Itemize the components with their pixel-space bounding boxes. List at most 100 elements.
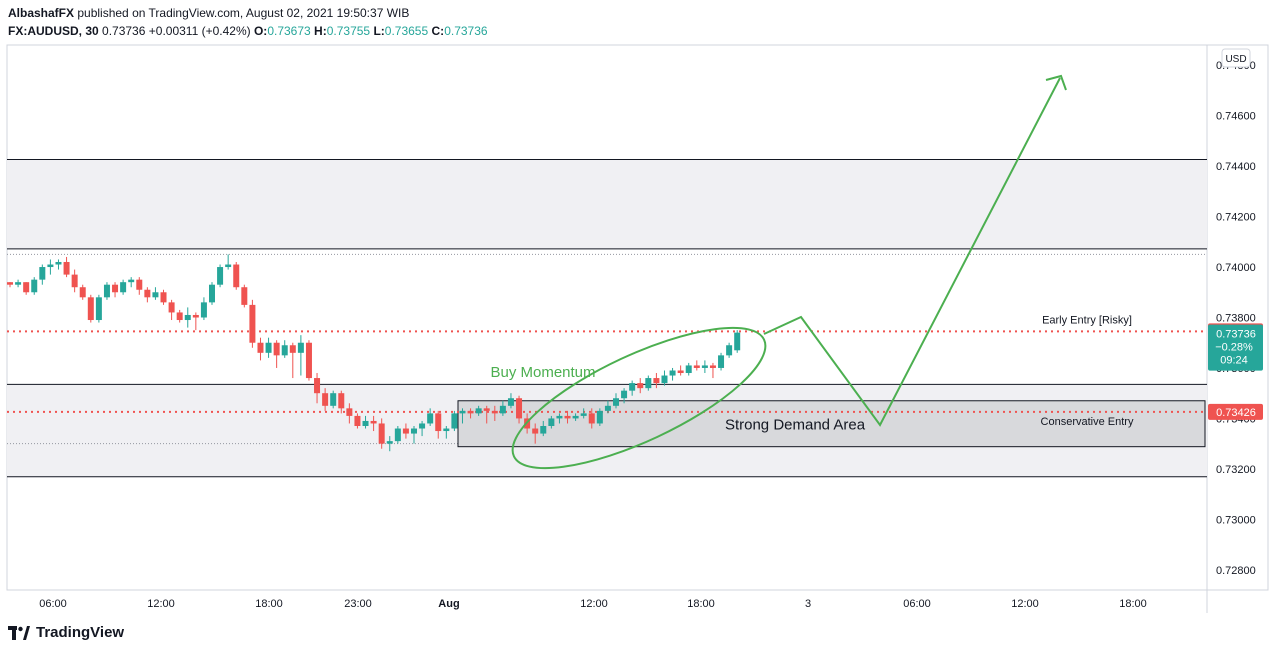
candle-body <box>580 413 587 416</box>
candle-body <box>499 405 506 414</box>
candle-body <box>128 279 135 283</box>
candle-body <box>15 282 22 285</box>
candle-body <box>621 390 628 399</box>
open-value: 0.73673 <box>267 24 311 38</box>
price-level-value: 0.73426 <box>1216 407 1256 419</box>
price-tick-label: 0.72800 <box>1216 565 1256 577</box>
candle-body <box>475 408 482 414</box>
last-price: 0.73736 <box>102 24 146 38</box>
time-tick-label: 12:00 <box>147 598 175 610</box>
candle-body <box>402 428 409 434</box>
brand-name: TradingView <box>36 624 125 641</box>
candle-body <box>257 342 264 353</box>
candle-body <box>136 279 143 290</box>
entry-level-label: Conservative Entry <box>1041 416 1134 428</box>
candle-body <box>305 342 312 379</box>
time-tick-label: 23:00 <box>344 598 372 610</box>
publish-info: published on TradingView.com, August 02,… <box>77 6 410 20</box>
candle-body <box>604 405 611 411</box>
high-value: 0.73755 <box>326 24 371 38</box>
time-tick-label: 3 <box>805 598 811 610</box>
candle-body <box>709 365 716 368</box>
candle-body <box>273 342 280 356</box>
time-tick-label: 06:00 <box>39 598 67 610</box>
candle-body <box>209 284 215 303</box>
candle-body <box>338 393 345 409</box>
strong-demand-area <box>457 400 1206 448</box>
candle-body <box>241 287 248 305</box>
candle-body <box>217 267 224 285</box>
candle-body <box>144 289 151 298</box>
open-label: O: <box>253 24 268 38</box>
low-value: 0.73655 <box>384 24 429 38</box>
candle-body <box>55 261 62 265</box>
candle-body <box>87 297 94 321</box>
currency-box <box>1221 48 1251 68</box>
candle-body <box>23 282 30 293</box>
candle-body <box>394 428 401 442</box>
candle-body <box>346 408 353 416</box>
candle-body <box>661 375 668 384</box>
time-tick-label: 18:00 <box>1119 598 1147 610</box>
time-tick-label: 12:00 <box>1011 598 1039 610</box>
candle-body <box>669 370 676 376</box>
candle-body <box>507 398 514 406</box>
candle-body <box>362 420 369 426</box>
tradingview-branding[interactable]: TradingView <box>8 624 124 641</box>
candle-body <box>200 302 207 318</box>
candle-body <box>314 378 321 394</box>
buy-momentum-label: Buy Momentum <box>490 364 595 381</box>
candle-body <box>548 418 555 426</box>
arrow-head-icon <box>1045 74 1067 91</box>
candle-body <box>120 282 127 293</box>
candle-body <box>281 345 288 356</box>
candle-body <box>411 428 417 434</box>
price-level-badge <box>1208 403 1263 420</box>
candle-body <box>467 410 474 414</box>
close-value: 0.73736 <box>444 24 488 38</box>
price-tick-label: 0.74400 <box>1216 161 1256 173</box>
candle-body <box>427 413 434 424</box>
candle-body <box>103 284 110 298</box>
currency-label: USD <box>1225 54 1246 65</box>
candle-body <box>168 302 175 313</box>
low-label: L: <box>373 24 385 38</box>
price-tick-label: 0.74200 <box>1216 212 1256 224</box>
candle-body <box>63 261 70 275</box>
entry-level-label: Early Entry [Risky] <box>1042 314 1132 326</box>
symbol-label[interactable]: FX:AUDUSD, 30 <box>8 24 99 38</box>
candle-body <box>184 314 191 321</box>
candle-body <box>419 423 426 429</box>
time-tick-label: 18:00 <box>687 598 715 610</box>
chart-header: AlbashafFX published on TradingView.com,… <box>8 4 488 40</box>
time-tick-label: Aug <box>438 598 459 610</box>
candle-body <box>685 365 692 374</box>
candle-body <box>540 425 547 434</box>
candle-body <box>588 413 595 424</box>
candle-body <box>378 423 385 444</box>
candle-body <box>249 304 256 343</box>
close-label: C: <box>431 24 445 38</box>
candle-body <box>653 378 660 384</box>
current-price-badge <box>1208 324 1263 371</box>
forecast-path <box>763 77 1061 427</box>
tradingview-logo-icon <box>8 625 30 640</box>
candle-body <box>629 383 636 391</box>
candle-body <box>31 279 38 293</box>
candle-body <box>718 355 725 368</box>
high-label: H: <box>314 24 327 38</box>
time-tick-label: 12:00 <box>580 598 608 610</box>
candle-body <box>637 383 644 389</box>
supply-demand-zone <box>7 159 1207 249</box>
candle-body <box>435 413 442 432</box>
momentum-ellipse <box>511 326 767 470</box>
candle-body <box>112 284 119 293</box>
author-name[interactable]: AlbashafFX <box>8 6 75 20</box>
candle-body <box>645 378 652 389</box>
candle-body <box>701 365 708 368</box>
candle-body <box>693 365 700 368</box>
candle-body <box>233 264 240 288</box>
candle-body <box>265 342 272 353</box>
candle-body <box>613 398 619 406</box>
